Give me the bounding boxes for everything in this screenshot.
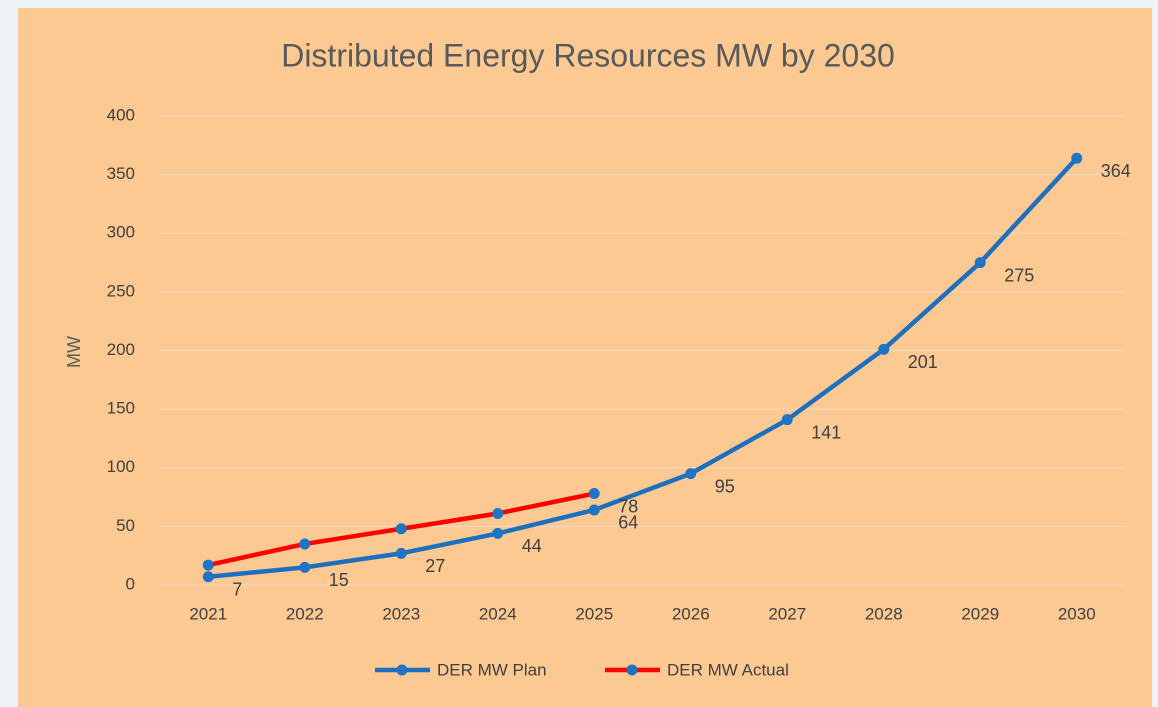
data-label: 44 xyxy=(522,536,542,556)
data-point xyxy=(299,538,311,550)
data-label: 7 xyxy=(232,580,242,600)
x-tick-label: 2027 xyxy=(768,604,806,623)
data-point xyxy=(395,547,407,559)
data-point xyxy=(202,571,214,583)
data-label: 64 xyxy=(618,513,638,533)
chart-background xyxy=(18,8,1152,707)
legend-label: DER MW Plan xyxy=(437,660,547,679)
y-tick-label: 250 xyxy=(107,281,135,300)
data-point xyxy=(1071,152,1083,164)
data-point xyxy=(492,527,504,539)
data-label: 78 xyxy=(618,496,638,516)
legend-label: DER MW Actual xyxy=(667,660,789,679)
data-point xyxy=(878,343,890,355)
data-label: 275 xyxy=(1004,265,1034,285)
x-tick-label: 2026 xyxy=(672,604,710,623)
y-tick-label: 150 xyxy=(107,399,135,418)
legend-marker xyxy=(396,664,408,676)
data-label: 27 xyxy=(425,556,445,576)
data-point xyxy=(588,504,600,516)
data-label: 364 xyxy=(1101,161,1131,181)
y-tick-label: 0 xyxy=(126,574,135,593)
data-point xyxy=(974,257,986,269)
x-tick-label: 2029 xyxy=(961,604,999,623)
data-point xyxy=(395,523,407,535)
data-point xyxy=(781,414,793,426)
data-point xyxy=(685,468,697,480)
y-tick-label: 200 xyxy=(107,340,135,359)
x-tick-label: 2028 xyxy=(865,604,903,623)
data-point xyxy=(492,507,504,519)
series-line xyxy=(208,156,1079,580)
chart-title: Distributed Energy Resources MW by 2030 xyxy=(281,37,895,73)
y-tick-label: 100 xyxy=(107,457,135,476)
y-tick-label: 300 xyxy=(107,223,135,242)
x-tick-label: 2021 xyxy=(189,604,227,623)
data-label: 201 xyxy=(908,352,938,372)
y-tick-label: 350 xyxy=(107,164,135,183)
x-tick-label: 2023 xyxy=(382,604,420,623)
data-point xyxy=(202,559,214,571)
y-tick-label: 400 xyxy=(107,105,135,124)
data-label: 15 xyxy=(329,570,349,590)
data-point xyxy=(588,488,600,500)
data-label: 141 xyxy=(811,422,841,442)
y-tick-label: 50 xyxy=(116,516,135,535)
x-tick-label: 2025 xyxy=(575,604,613,623)
legend-marker xyxy=(626,664,638,676)
y-axis-label: MW xyxy=(64,336,84,368)
data-label: 95 xyxy=(715,476,735,496)
x-tick-label: 2024 xyxy=(479,604,517,623)
data-point xyxy=(299,561,311,573)
x-tick-label: 2030 xyxy=(1058,604,1096,623)
x-tick-label: 2022 xyxy=(286,604,324,623)
